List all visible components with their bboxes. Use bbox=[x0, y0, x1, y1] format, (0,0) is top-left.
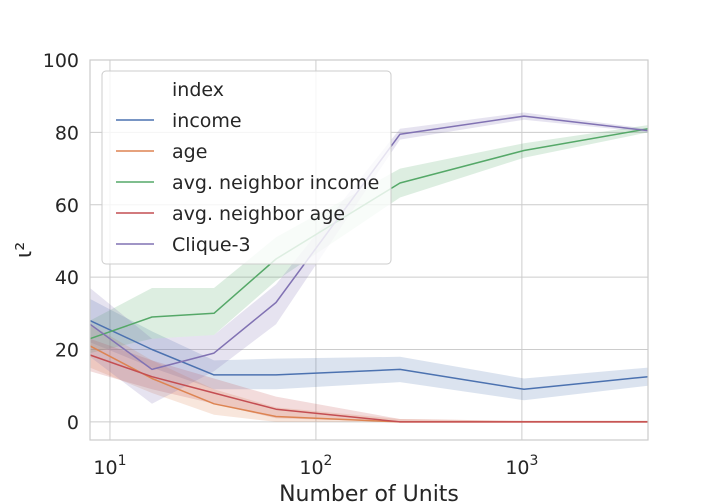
legend-entry: age bbox=[172, 141, 207, 163]
x-tick-base: 10 bbox=[505, 457, 529, 479]
x-tick-base: 10 bbox=[299, 457, 323, 479]
x-tick-label: 102 bbox=[299, 453, 332, 479]
x-tick-exponent: 2 bbox=[324, 453, 333, 469]
x-axis-label: Number of Units bbox=[279, 482, 459, 504]
y-tick-label: 80 bbox=[55, 122, 79, 144]
y-tick-label: 0 bbox=[67, 412, 79, 434]
legend-box bbox=[101, 70, 392, 265]
series-line bbox=[89, 115, 649, 371]
legend-entry: Clique-3 bbox=[172, 234, 251, 256]
legend: index income age avg. neighbor income avg. … bbox=[101, 70, 392, 265]
legend-entry: avg. neighbor age bbox=[172, 203, 345, 225]
series-line bbox=[89, 354, 648, 423]
x-tick-label: 101 bbox=[93, 453, 126, 479]
x-tick-base: 10 bbox=[93, 457, 117, 479]
legend-title: index bbox=[172, 79, 224, 101]
y-tick-label: 100 bbox=[43, 50, 79, 72]
plot-frame bbox=[89, 59, 649, 441]
y-tick-label: 60 bbox=[55, 195, 79, 217]
x-tick-exponent: 3 bbox=[530, 453, 539, 469]
legend-entry: avg. neighbor income bbox=[172, 172, 379, 194]
y-tick-label: 40 bbox=[55, 267, 79, 289]
legend-entry: income bbox=[172, 110, 242, 132]
confidence-band bbox=[90, 338, 648, 422]
x-tick-label: 103 bbox=[505, 453, 538, 479]
series-line bbox=[89, 319, 649, 391]
confidence-band bbox=[90, 125, 648, 354]
y-tick-label: 20 bbox=[55, 340, 79, 362]
y-axis-label: ι² bbox=[12, 242, 37, 258]
x-tick-exponent: 1 bbox=[118, 453, 127, 469]
confidence-band bbox=[90, 112, 648, 404]
